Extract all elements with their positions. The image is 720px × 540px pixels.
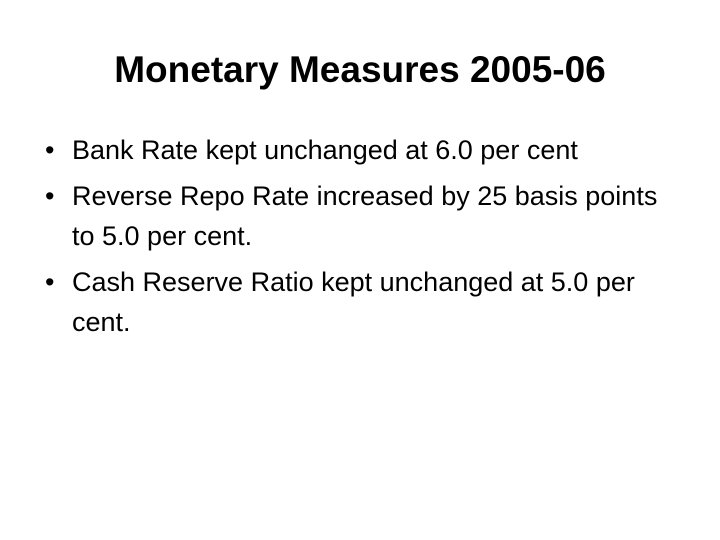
bullet-item: Reverse Repo Rate increased by 25 basis … xyxy=(45,176,678,256)
slide-title: Monetary Measures 2005-06 xyxy=(114,49,606,90)
bullet-item: Cash Reserve Ratio kept unchanged at 5.0… xyxy=(45,262,678,342)
bullet-list: Bank Rate kept unchanged at 6.0 per cent… xyxy=(45,130,678,348)
bullet-item: Bank Rate kept unchanged at 6.0 per cent xyxy=(45,130,678,170)
